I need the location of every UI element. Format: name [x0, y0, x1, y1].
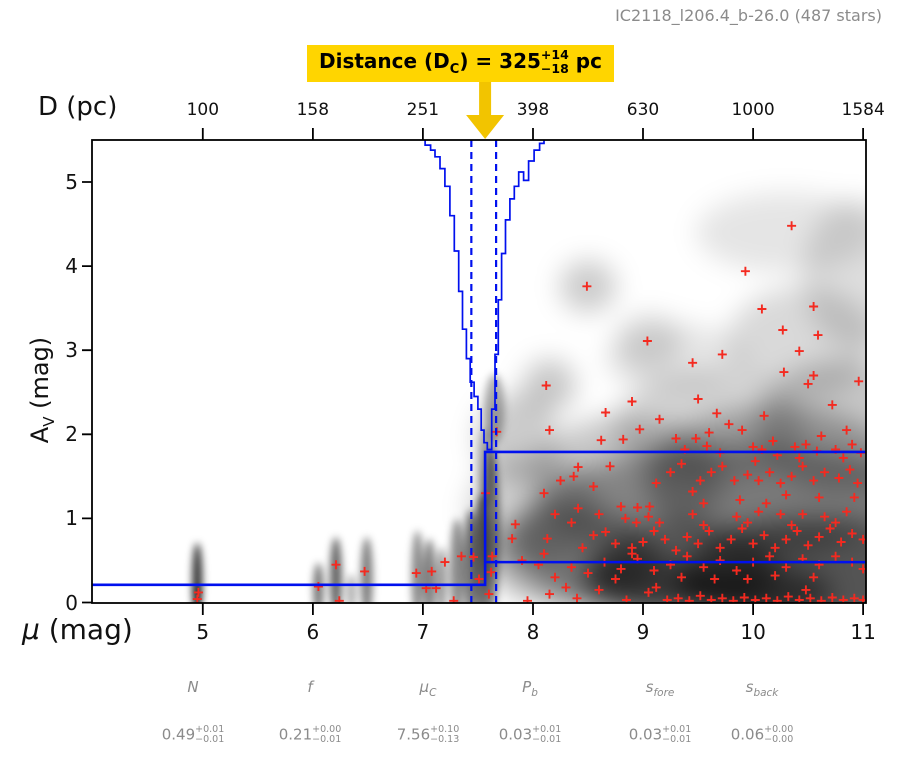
top-axis-tick-label: 100 [186, 100, 220, 120]
left-axis-tick-label: 2 [65, 422, 78, 447]
param-value-muC: 7.56 +0.10 −0.13 [396, 724, 460, 745]
bottom-axis-tick-label: 7 [416, 620, 430, 644]
top-axis-tick-label: 630 [626, 100, 660, 120]
distance-arrow-icon [466, 82, 505, 139]
top-axis-tick-label: 1584 [841, 100, 885, 120]
left-axis-tick-label: 1 [65, 506, 78, 531]
distance-label-prefix: Distance (D [319, 49, 450, 73]
bottom-axis-tick-label: 10 [740, 620, 766, 644]
distance-annotation-box: Distance (DC) = 325 +14 −18 pc [307, 45, 614, 82]
param-value-sback: 0.06 +0.00 −0.00 [730, 724, 794, 745]
y-axis-label: AV (mag) [26, 336, 58, 444]
distance-label-equals: ) = [459, 49, 500, 73]
param-name-f: f [307, 678, 313, 696]
bottom-axis-tick-label: 9 [636, 620, 650, 644]
axis-ticks [82, 128, 864, 615]
top-axis-tick-label: 1000 [731, 100, 775, 120]
bottom-axis-tick-label: 6 [306, 620, 320, 644]
plot-frame [91, 139, 867, 604]
distance-value: 325 [499, 49, 541, 73]
param-name-muC: μC [419, 678, 437, 699]
param-value-Pb: 0.03 +0.01 −0.01 [498, 724, 562, 745]
param-name-sback: sback [745, 678, 779, 699]
x-axis-label: μ (mag) [22, 613, 133, 646]
left-axis-tick-label: 3 [65, 338, 78, 363]
distance-uncertainty: +14 −18 [540, 47, 569, 76]
param-name-sfore: sfore [645, 678, 675, 699]
param-value-f: 0.21 +0.00 −0.01 [278, 724, 342, 745]
bottom-axis-tick-label: 11 [850, 620, 876, 644]
left-axis-tick-label: 0 [65, 590, 78, 615]
distance-pdf-step-curve [424, 140, 545, 451]
param-name-Pb: Pb [522, 678, 538, 699]
figure-title: IC2118_l206.4_b-26.0 (487 stars) [615, 6, 882, 25]
distance-label-sub: C [449, 62, 460, 77]
top-axis-tick-label: 158 [296, 100, 330, 120]
param-name-N: N [187, 678, 199, 696]
top-axis-title: D (pc) [38, 92, 118, 122]
distance-unit: pc [575, 49, 602, 73]
bottom-axis-tick-label: 8 [526, 620, 540, 644]
left-axis-tick-label: 5 [65, 170, 78, 195]
param-value-sfore: 0.03 +0.01 −0.01 [628, 724, 692, 745]
top-axis-tick-label: 398 [516, 100, 550, 120]
density-map [192, 192, 866, 603]
extinction-model-line [92, 450, 866, 587]
bottom-axis-tick-label: 5 [196, 620, 210, 644]
top-axis-tick-label: 251 [406, 100, 440, 120]
param-value-N: 0.49 +0.01 −0.01 [161, 724, 225, 745]
left-axis-tick-label: 4 [65, 254, 78, 279]
